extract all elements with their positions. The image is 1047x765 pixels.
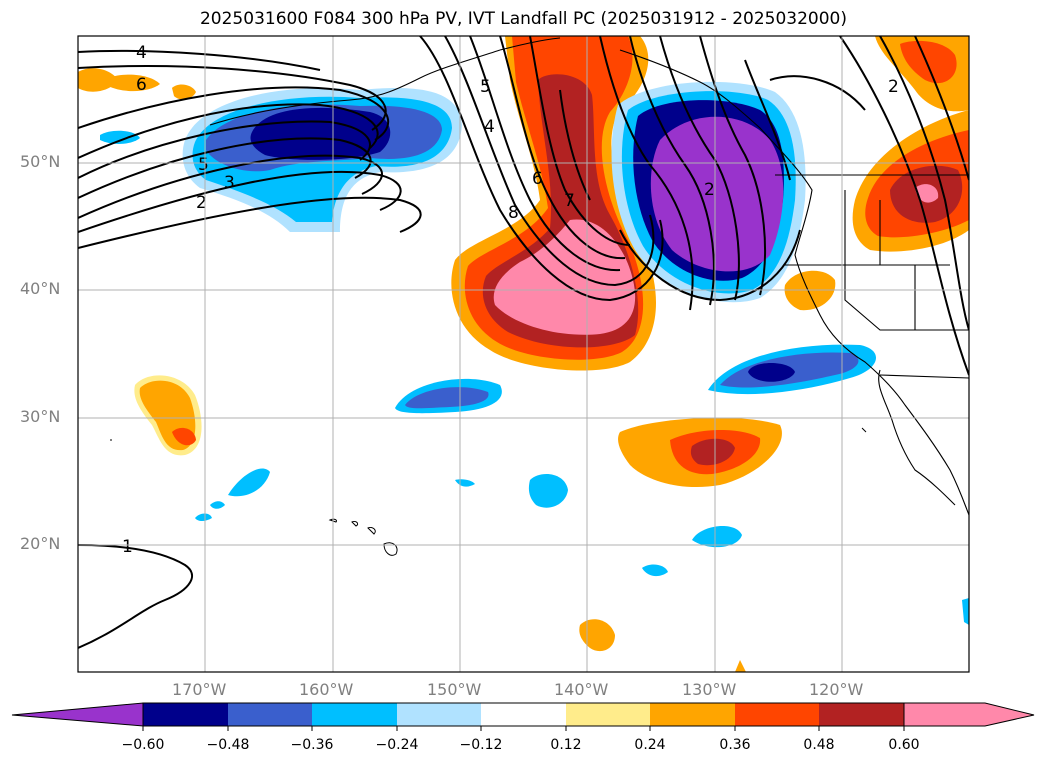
contour-label: 6 — [532, 169, 543, 189]
colorbar-tick-label: 0.36 — [719, 737, 751, 753]
lon-label: 140°W — [554, 680, 609, 699]
map-title: 2025031600 F084 300 hPa PV, IVT Landfall… — [199, 9, 847, 29]
colorbar-bin — [397, 703, 481, 726]
colorbar-bin — [650, 703, 735, 726]
contour-label: 2 — [704, 180, 715, 200]
lat-label: 40°N — [20, 279, 61, 298]
contour-label: 3 — [224, 173, 235, 193]
colorbar-bin — [143, 703, 228, 726]
colorbar-tick-label: −0.24 — [375, 737, 419, 753]
colorbar-max-extend — [903, 702, 1035, 727]
colorbar-tick-label: −0.48 — [206, 737, 250, 753]
colorbar-bin — [566, 703, 650, 726]
colorbar-tick-label: −0.36 — [290, 737, 334, 753]
lat-label: 50°N — [20, 152, 61, 171]
lat-label: 20°N — [20, 534, 61, 553]
contour-label: 2 — [888, 77, 899, 97]
contour-label: 8 — [508, 203, 519, 223]
colorbar-tick-label: −0.60 — [121, 737, 165, 753]
map-frame — [77, 35, 970, 673]
lon-label: 130°W — [682, 680, 737, 699]
colorbar-min-extend — [11, 702, 144, 727]
lon-label: 120°W — [809, 680, 864, 699]
colorbar-bin — [312, 703, 397, 726]
colorbar-bin — [228, 703, 312, 726]
contour-label: 7 — [564, 191, 575, 211]
colorbar-bin — [481, 703, 566, 726]
contour-labels: 4 6 5 3 2 5 4 6 8 7 2 2 1 — [122, 43, 899, 557]
contour-label: 4 — [484, 117, 495, 137]
lon-label: 160°W — [299, 680, 354, 699]
colorbar-tick-label: 0.48 — [803, 737, 835, 753]
colorbar-tick-label: 0.12 — [550, 737, 582, 753]
contour-label: 6 — [136, 75, 147, 95]
colorbar — [11, 702, 1035, 731]
lon-label: 150°W — [427, 680, 482, 699]
graticule — [78, 36, 969, 672]
pv-contours — [78, 36, 969, 649]
contour-label: 1 — [122, 537, 133, 557]
lat-label: 30°N — [20, 407, 61, 426]
colorbar-tick-label: −0.12 — [459, 737, 503, 753]
map-plot: 4 6 5 3 2 5 4 6 8 7 2 2 1 — [78, 36, 969, 672]
contour-label: 5 — [480, 77, 491, 97]
colorbar-bin — [735, 703, 819, 726]
contour-label: 2 — [196, 193, 207, 213]
colorbar-bin — [819, 703, 904, 726]
lon-label: 170°W — [172, 680, 227, 699]
pv-shading — [78, 36, 969, 672]
colorbar-tick-label: 0.24 — [634, 737, 666, 753]
colorbar-tick-label: 0.60 — [888, 737, 920, 753]
contour-label: 5 — [198, 155, 209, 175]
contour-label: 4 — [136, 43, 147, 63]
coastlines — [209, 37, 969, 516]
islands — [110, 427, 867, 556]
